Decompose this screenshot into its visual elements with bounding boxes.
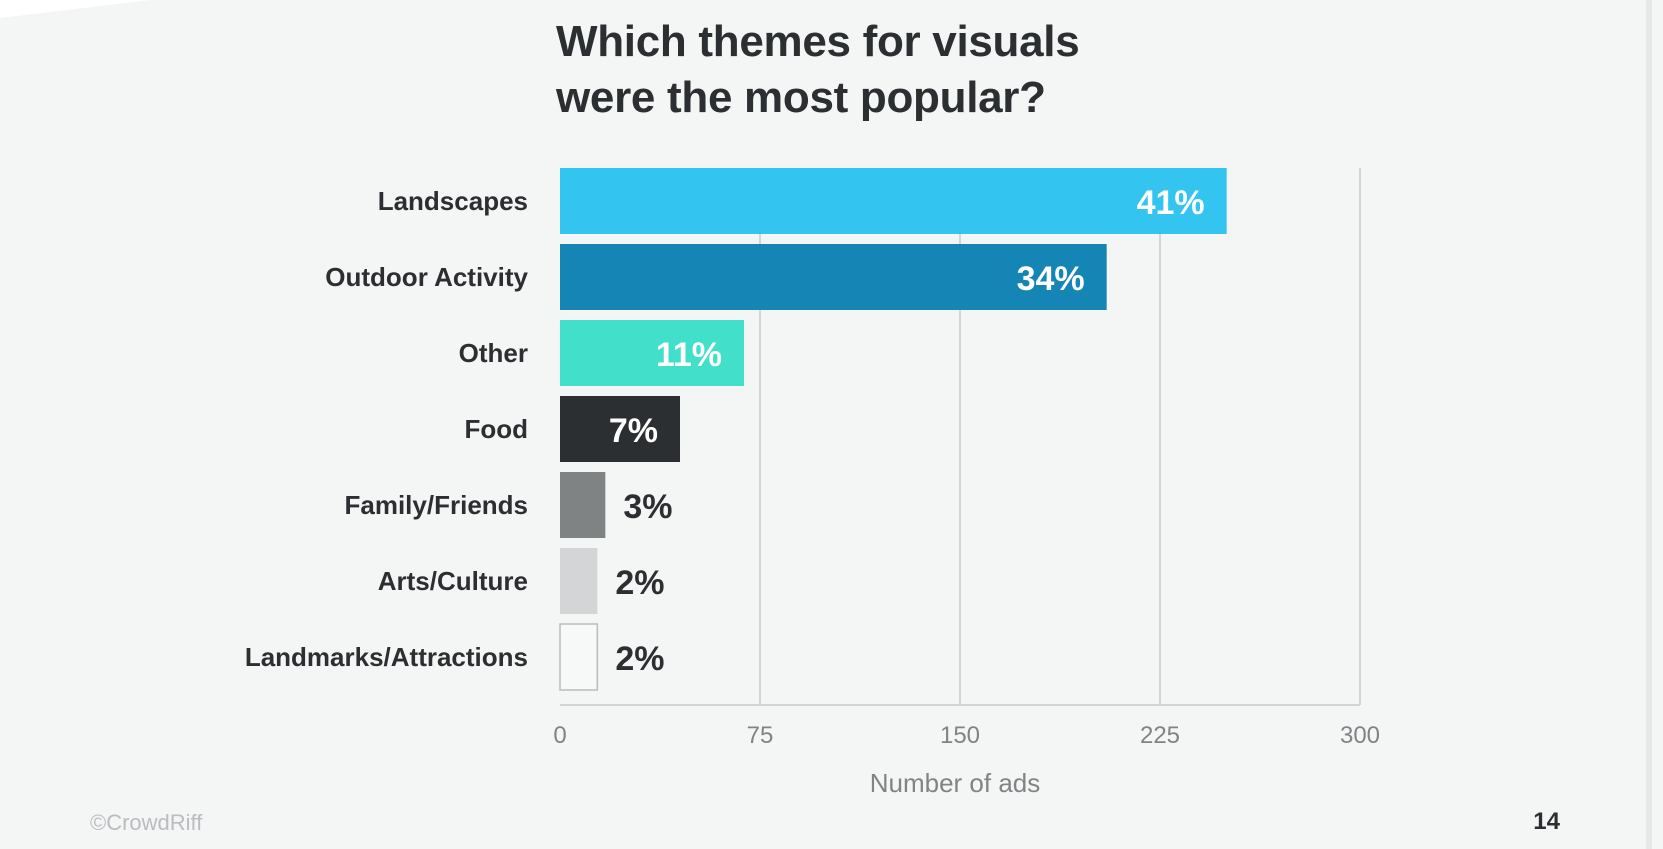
value-label-1: 34% (1017, 260, 1085, 298)
category-label-0: Landscapes (378, 186, 528, 216)
copyright-text: ©CrowdRiff (90, 810, 203, 835)
x-tick-label-0: 0 (553, 722, 566, 749)
category-label-5: Arts/Culture (378, 566, 528, 596)
slide-right-border (1646, 0, 1652, 849)
chart-title: Which themes for visuals were the most p… (556, 14, 1256, 126)
x-tick-label-1: 75 (747, 722, 774, 749)
value-label-2: 11% (656, 336, 722, 374)
bar-outdoor-activity (560, 244, 1107, 310)
slide-corner-tab (0, 0, 150, 18)
bar-landscapes (560, 168, 1227, 234)
bar-food (560, 396, 680, 462)
x-tick-label-2: 150 (940, 722, 980, 749)
bar-arts-culture (560, 548, 598, 614)
bar-other (560, 320, 744, 386)
chart-title-line-2: were the most popular? (556, 73, 1046, 122)
bar-landmarks-attractions (559, 623, 599, 691)
value-label-4: 3% (623, 488, 672, 526)
page-number: 14 (1533, 808, 1560, 835)
x-axis-label: Number of ads (869, 768, 1041, 798)
bar-family-friends (560, 472, 606, 538)
value-label-3: 7% (609, 412, 658, 450)
category-label-2: Other (459, 338, 528, 368)
value-label-5: 2% (615, 564, 664, 602)
category-label-4: Family/Friends (345, 490, 529, 520)
value-label-0: 41% (1137, 184, 1205, 222)
x-tick-label-3: 225 (1140, 722, 1180, 749)
category-label-6: Landmarks/Attractions (245, 642, 528, 672)
category-label-3: Food (464, 414, 528, 444)
x-tick-label-4: 300 (1340, 722, 1380, 749)
category-label-1: Outdoor Activity (325, 262, 528, 292)
chart-title-line-1: Which themes for visuals (556, 17, 1080, 66)
value-label-6: 2% (615, 640, 664, 678)
